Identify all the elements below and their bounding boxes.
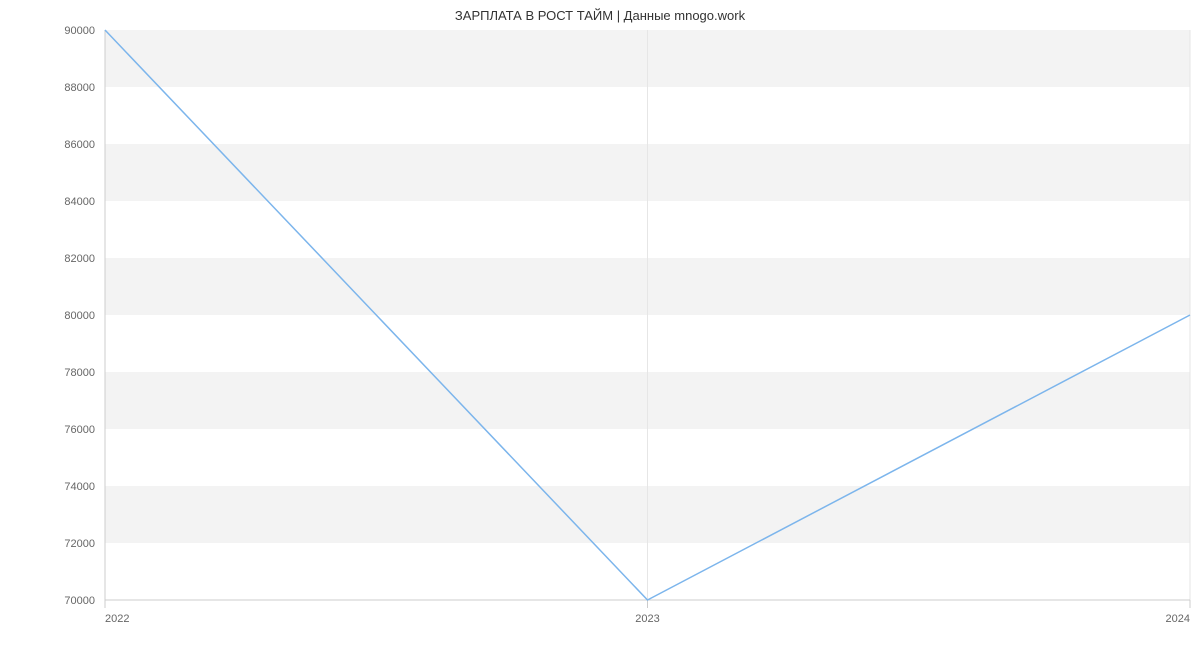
salary-line-chart: ЗАРПЛАТА В РОСТ ТАЙМ | Данные mnogo.work… (0, 0, 1200, 650)
y-tick-label: 70000 (64, 595, 95, 607)
y-tick-label: 72000 (64, 538, 95, 550)
chart-title: ЗАРПЛАТА В РОСТ ТАЙМ | Данные mnogo.work (0, 8, 1200, 23)
y-tick-label: 84000 (64, 196, 95, 208)
y-tick-label: 80000 (64, 310, 95, 322)
y-tick-label: 78000 (64, 367, 95, 379)
x-tick-label: 2023 (635, 613, 659, 625)
chart-svg: 70000 72000 74000 76000 78000 80000 82000 84000… (0, 0, 1200, 650)
x-tick-label: 2024 (1166, 613, 1190, 625)
y-tick-label: 76000 (64, 424, 95, 436)
y-tick-label: 90000 (64, 25, 95, 37)
y-tick-label: 74000 (64, 481, 95, 493)
x-tick-label: 2022 (105, 613, 129, 625)
y-tick-label: 82000 (64, 253, 95, 265)
y-tick-label: 86000 (64, 139, 95, 151)
y-tick-label: 88000 (64, 82, 95, 94)
